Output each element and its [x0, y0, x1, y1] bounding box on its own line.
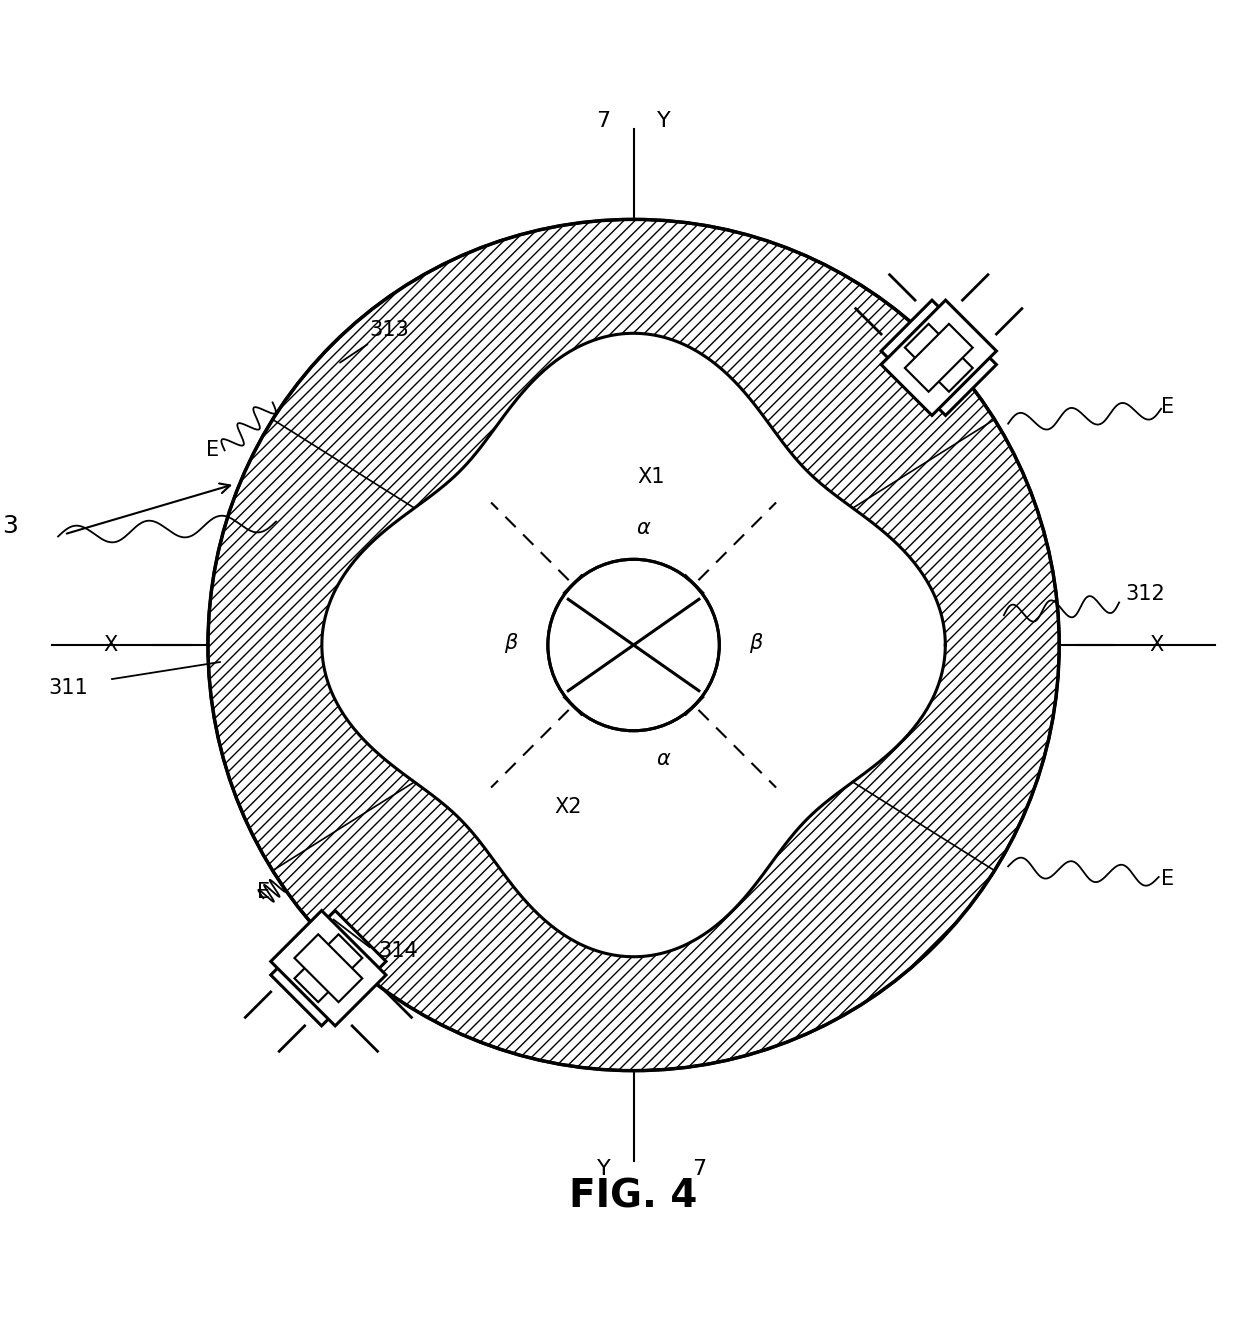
Wedge shape — [826, 419, 1059, 871]
Text: β: β — [505, 633, 518, 652]
Text: E: E — [1161, 396, 1174, 416]
Text: 311: 311 — [48, 678, 88, 697]
Polygon shape — [882, 300, 997, 415]
Text: FIG. 4: FIG. 4 — [569, 1177, 698, 1216]
Wedge shape — [233, 650, 1033, 1070]
Text: X: X — [104, 635, 118, 655]
Polygon shape — [294, 935, 362, 1002]
Text: X: X — [1149, 635, 1163, 655]
Text: E: E — [206, 440, 219, 460]
Text: 7: 7 — [596, 111, 610, 131]
Text: E: E — [257, 882, 270, 902]
Text: E: E — [1161, 869, 1174, 890]
Wedge shape — [233, 723, 1033, 1070]
Text: α: α — [657, 749, 671, 769]
Text: 313: 313 — [370, 320, 409, 339]
Text: 312: 312 — [1125, 583, 1164, 603]
Text: 3: 3 — [2, 514, 19, 538]
Wedge shape — [208, 432, 624, 858]
Polygon shape — [882, 300, 997, 415]
Polygon shape — [294, 935, 362, 1002]
Text: X1: X1 — [637, 467, 666, 488]
Text: α: α — [636, 517, 650, 538]
Wedge shape — [233, 219, 1033, 640]
Text: β: β — [749, 633, 763, 652]
Polygon shape — [322, 333, 945, 957]
Wedge shape — [644, 432, 1059, 858]
Text: X2: X2 — [554, 797, 582, 817]
Text: 314: 314 — [378, 941, 418, 961]
Wedge shape — [208, 219, 1059, 1070]
Text: 7: 7 — [692, 1159, 707, 1179]
Circle shape — [548, 560, 719, 731]
Wedge shape — [233, 219, 1033, 568]
Text: Y: Y — [657, 111, 671, 131]
Polygon shape — [270, 911, 386, 1026]
Polygon shape — [270, 911, 386, 1026]
Text: Y: Y — [596, 1159, 610, 1179]
Wedge shape — [208, 419, 441, 871]
Polygon shape — [905, 324, 972, 391]
Polygon shape — [905, 324, 972, 391]
